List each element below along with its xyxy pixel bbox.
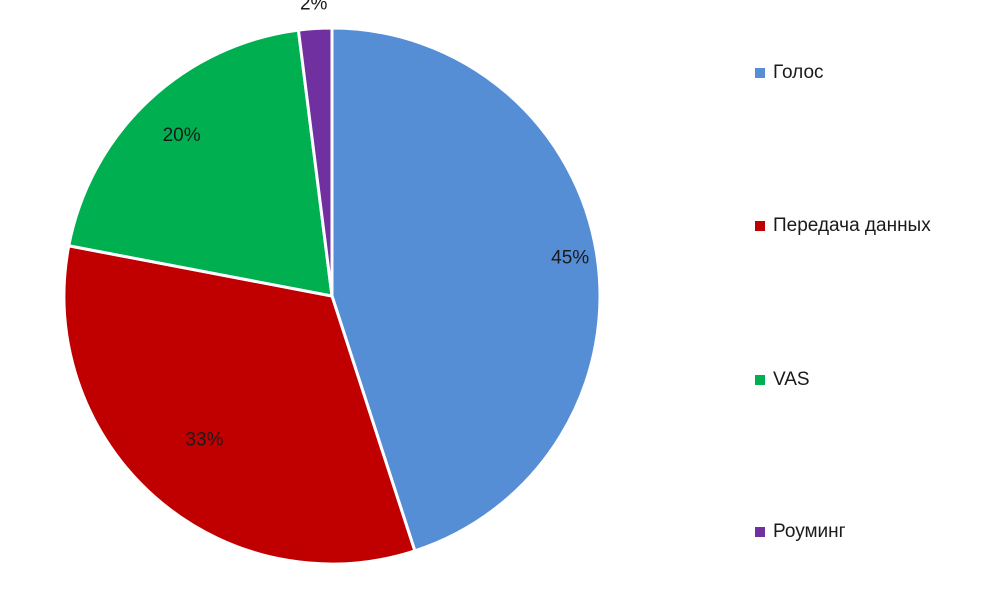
- pie-slice-1: [62, 244, 417, 566]
- pie-slices: [62, 26, 602, 566]
- legend-item-1: Передача данных: [755, 215, 931, 237]
- legend-item-0: Голос: [755, 62, 824, 84]
- legend-label: Голос: [773, 62, 824, 83]
- pie-slice-3: [296, 26, 334, 298]
- pie-data-label-1: 33%: [185, 430, 223, 451]
- legend-label: VAS: [773, 369, 810, 390]
- chart-legend: Голос Передача данных VAS Роуминг: [755, 0, 995, 596]
- legend-swatch-icon: [755, 527, 765, 537]
- legend-item-3: Роуминг: [755, 521, 846, 543]
- legend-swatch-icon: [755, 68, 765, 78]
- pie-slice-0: [330, 26, 602, 553]
- pie-chart: 45% 33% 20% 2%: [62, 0, 602, 566]
- pie-data-label-0: 45%: [551, 247, 589, 268]
- legend-item-2: VAS: [755, 369, 810, 391]
- pie-slice-2: [67, 28, 334, 298]
- legend-label: Роуминг: [773, 521, 846, 542]
- legend-swatch-icon: [755, 221, 765, 231]
- pie-data-label-3: 2%: [300, 0, 328, 15]
- legend-swatch-icon: [755, 375, 765, 385]
- pie-data-label-2: 20%: [163, 125, 201, 146]
- pie-data-labels: 45% 33% 20% 2%: [163, 0, 590, 451]
- legend-label: Передача данных: [773, 215, 931, 236]
